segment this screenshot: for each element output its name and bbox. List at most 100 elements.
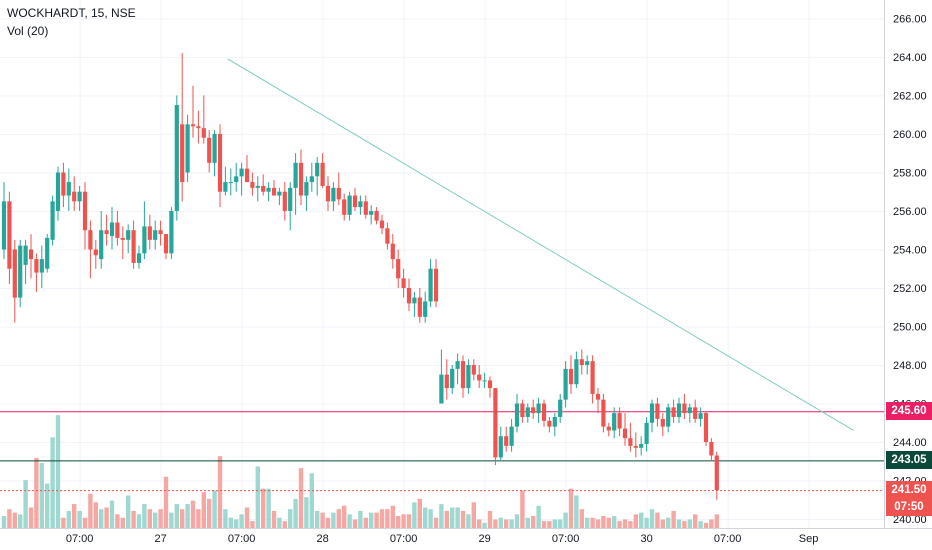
- candle: [703, 411, 709, 446]
- candle: [282, 182, 287, 221]
- candle: [676, 397, 682, 423]
- candle-body: [363, 201, 368, 215]
- horizontal-price-lines[interactable]: [0, 411, 884, 492]
- volume-bar: [77, 510, 82, 528]
- volume-bar: [406, 514, 412, 528]
- candle: [649, 399, 655, 433]
- candle-body: [482, 380, 487, 382]
- volume-bar: [590, 517, 595, 528]
- volume-bar: [709, 519, 714, 528]
- candle: [379, 214, 385, 235]
- candle-body: [342, 199, 347, 215]
- candle-body: [628, 438, 633, 446]
- candle-body: [115, 222, 120, 238]
- volume-bar: [239, 514, 244, 528]
- candle-body: [428, 268, 433, 302]
- candle-body: [228, 182, 233, 184]
- candle: [250, 172, 255, 196]
- candle-body: [601, 399, 606, 427]
- candle-body: [547, 420, 552, 427]
- candle-body: [136, 253, 142, 263]
- candle: [163, 234, 169, 260]
- candle: [277, 187, 282, 206]
- volume-bar: [412, 502, 417, 528]
- candle: [455, 353, 460, 385]
- candle-body: [433, 268, 439, 302]
- volume-bar: [61, 517, 66, 528]
- candle: [82, 182, 88, 250]
- volume-bar: [417, 498, 422, 528]
- volume-bar: [336, 509, 341, 528]
- candle: [666, 403, 671, 433]
- volume-bar: [120, 517, 125, 528]
- candle: [390, 234, 395, 269]
- volume-bar: [655, 512, 660, 528]
- candle: [493, 388, 498, 466]
- volume-bar: [288, 509, 293, 528]
- candle: [223, 166, 228, 196]
- candle-body: [455, 361, 460, 369]
- candle: [531, 399, 536, 419]
- candle-body: [536, 403, 541, 414]
- candle-body: [99, 230, 104, 260]
- candle-body: [277, 191, 282, 196]
- volume-bar: [698, 521, 703, 528]
- candle: [109, 207, 115, 250]
- time-tick-label: 07:00: [714, 533, 742, 545]
- candle-body: [369, 210, 374, 215]
- candle: [687, 403, 692, 423]
- candle-body: [147, 226, 152, 240]
- volume-bar: [298, 468, 304, 528]
- price-axis[interactable]: 240.00242.00244.00246.00248.00250.00252.…: [885, 0, 932, 528]
- symbol-title: WOCKHARDT, 15, NSE: [7, 6, 136, 20]
- last-price-tag: 241.50: [886, 481, 932, 500]
- trendline[interactable]: [227, 58, 854, 431]
- candle: [574, 351, 579, 389]
- candle: [369, 205, 374, 225]
- volume-bar: [315, 510, 320, 528]
- candle: [417, 287, 422, 323]
- candle: [39, 245, 44, 288]
- volume-bar: [601, 516, 606, 528]
- candle: [88, 220, 93, 279]
- volume-bar: [266, 488, 271, 528]
- candle: [72, 176, 77, 211]
- candle-body: [288, 187, 293, 211]
- candle-body: [153, 230, 158, 240]
- candle: [320, 153, 325, 188]
- volume-bar: [676, 519, 682, 528]
- candle-body: [12, 249, 17, 298]
- price-tick-label: 256.00: [893, 206, 927, 218]
- candle-body: [520, 403, 525, 417]
- candle: [142, 201, 147, 260]
- time-axis[interactable]: 07:00 27 07:00 28 07:00 29 07:00 30 07:00 Sep: [66, 533, 819, 545]
- candle-body: [417, 297, 422, 317]
- volume-bar: [347, 514, 352, 528]
- candle-body: [88, 230, 93, 250]
- candle-body: [293, 162, 298, 188]
- candle-body: [698, 413, 703, 419]
- candle: [444, 359, 449, 400]
- candle: [55, 166, 61, 221]
- candle-body: [396, 259, 401, 279]
- candle-body: [477, 374, 482, 381]
- volume-bar: [509, 519, 514, 528]
- candle: [558, 393, 563, 423]
- candle: [234, 162, 239, 192]
- volume-bar: [568, 488, 574, 528]
- price-tick-label: 244.00: [893, 437, 927, 449]
- candle-body: [590, 361, 595, 394]
- candle-body: [266, 187, 271, 192]
- candle: [342, 193, 347, 221]
- candle-body: [666, 407, 671, 427]
- candle: [315, 157, 320, 196]
- candle-body: [201, 128, 206, 138]
- volume-bar: [153, 512, 158, 528]
- candle: [99, 210, 104, 269]
- volume-bar: [212, 490, 217, 528]
- volume-bar: [396, 516, 401, 528]
- volume-bar: [228, 517, 233, 528]
- candle: [396, 249, 401, 288]
- volume-bar: [39, 463, 44, 528]
